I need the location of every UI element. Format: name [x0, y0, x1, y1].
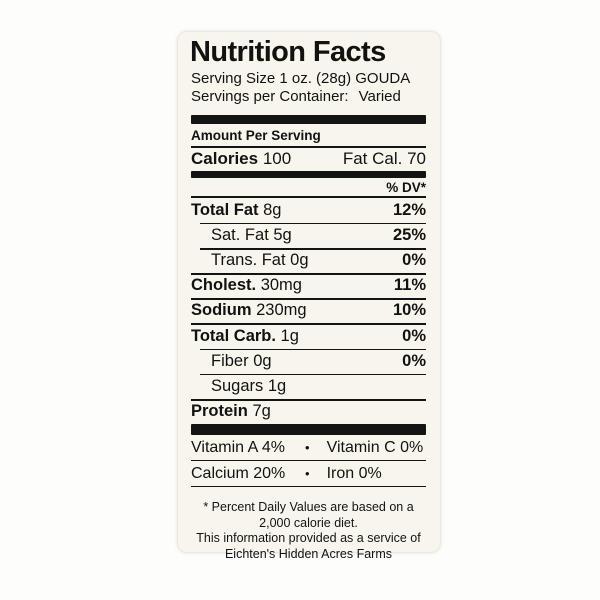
- nutrient-name-amount: Trans. Fat 0g: [191, 251, 309, 270]
- vitamin-a-value: Vitamin A 4%: [191, 438, 285, 456]
- nutrient-name: Fiber: [211, 351, 249, 370]
- amount-per-serving-header: Amount Per Serving: [191, 124, 426, 148]
- nutrient-dv: 11%: [393, 276, 426, 295]
- iron-value: Iron 0%: [326, 464, 382, 482]
- nutrient-dv: 0%: [402, 251, 426, 270]
- nutrient-name: Sat. Fat: [211, 225, 269, 244]
- nutrient-row-total-carb: Total Carb. 1g 0%: [191, 323, 426, 348]
- nutrient-name: Cholest.: [191, 276, 257, 295]
- calories-label: Calories: [191, 149, 259, 169]
- nutrient-amount: 1g: [267, 376, 287, 395]
- fat-cal-value: 70: [407, 149, 426, 169]
- nutrient-name: Trans. Fat: [211, 251, 286, 270]
- nutrient-row-trans-fat: Trans. Fat 0g 0%: [191, 247, 426, 273]
- servings-per-container-label: Servings per Container:: [191, 88, 349, 106]
- nutrient-amount: 7g: [252, 402, 271, 421]
- footnote-line-2: 2,000 calorie diet.: [259, 515, 358, 530]
- nutrient-name-amount: Sodium 230mg: [191, 301, 307, 320]
- nutrient-amount: 5g: [273, 225, 292, 244]
- fat-cal-label: Fat Cal.: [342, 149, 403, 169]
- vitamin-c-value: Vitamin C 0%: [326, 438, 424, 456]
- fat-calories-cell: Fat Cal. 70: [343, 149, 426, 169]
- nutrient-amount: 1g: [280, 326, 299, 345]
- nutrition-facts-label: Nutrition Facts Serving Size 1 oz. (28g)…: [177, 31, 441, 561]
- nutrient-row-sodium: Sodium 230mg 10%: [191, 298, 426, 323]
- nutrient-name-amount: Sugars 1g: [191, 377, 286, 396]
- separator-bar-calories: [191, 170, 426, 178]
- footnote: * Percent Daily Values are based on a 2,…: [191, 500, 426, 562]
- serving-size-line: Serving Size 1 oz. (28g) GOUDA: [191, 70, 426, 89]
- nutrient-amount: 0g: [253, 351, 272, 370]
- servings-per-container-line: Servings per Container: Varied: [191, 88, 426, 107]
- nutrition-facts-title: Nutrition Facts: [190, 36, 386, 68]
- nutrient-dv: 10%: [392, 301, 426, 320]
- nutrient-dv: 12%: [392, 200, 426, 219]
- separator-bar-thick-top: [191, 114, 426, 124]
- nutrient-name-amount: Cholest. 30mg: [191, 276, 302, 295]
- nutrient-row-fiber: Fiber 0g 0%: [191, 348, 426, 374]
- nutrient-row-sugars: Sugars 1g: [191, 373, 426, 399]
- percent-dv-header: % DV*: [191, 178, 426, 198]
- nutrient-dv: 0%: [402, 351, 426, 370]
- servings-per-container-value: Varied: [358, 88, 401, 106]
- nutrient-name: Total Carb.: [191, 326, 276, 345]
- bullet-separator: •: [305, 466, 310, 482]
- footnote-line-1: * Percent Daily Values are based on a: [203, 500, 414, 515]
- nutrient-name-amount: Protein 7g: [191, 402, 271, 421]
- nutrient-row-protein: Protein 7g: [191, 399, 426, 424]
- nutrient-dv: 0%: [402, 326, 426, 345]
- nutrient-amount: 230mg: [256, 301, 307, 320]
- calories-value: 100: [262, 149, 292, 169]
- bullet-separator: •: [305, 440, 310, 456]
- nutrient-row-total-fat: Total Fat 8g 12%: [191, 198, 426, 223]
- nutrient-amount: 30mg: [260, 276, 302, 295]
- nutrient-amount: 8g: [263, 200, 282, 219]
- vitamin-row-1: Vitamin A 4% • Vitamin C 0%: [191, 435, 426, 462]
- nutrient-name-amount: Total Fat 8g: [191, 201, 281, 220]
- calories-cell: Calories 100: [191, 149, 291, 169]
- nutrient-name-amount: Sat. Fat 5g: [191, 226, 292, 245]
- nutrient-name: Sugars: [211, 376, 264, 395]
- nutrient-name: Total Fat: [191, 200, 259, 219]
- nutrient-name-amount: Total Carb. 1g: [191, 327, 299, 346]
- nutrient-dv: 25%: [392, 225, 426, 244]
- footnote-line-4: Eichten's Hidden Acres Farms: [224, 546, 393, 561]
- serving-size-text: Serving Size 1 oz. (28g) GOUDA: [191, 69, 411, 87]
- nutrient-row-cholesterol: Cholest. 30mg 11%: [191, 273, 426, 298]
- nutrient-amount: 0g: [290, 251, 309, 270]
- nutrient-row-sat-fat: Sat. Fat 5g 25%: [191, 222, 426, 248]
- footnote-line-3: This information provided as a service o…: [196, 531, 421, 546]
- calories-row: Calories 100 Fat Cal. 70: [191, 148, 426, 171]
- separator-bar-thick-bottom: [191, 424, 426, 436]
- nutrient-name-amount: Fiber 0g: [191, 352, 272, 371]
- nutrient-name: Protein: [191, 402, 248, 421]
- nutrient-name: Sodium: [191, 301, 252, 320]
- calcium-value: Calcium 20%: [191, 464, 286, 482]
- vitamin-row-2: Calcium 20% • Iron 0%: [191, 461, 426, 488]
